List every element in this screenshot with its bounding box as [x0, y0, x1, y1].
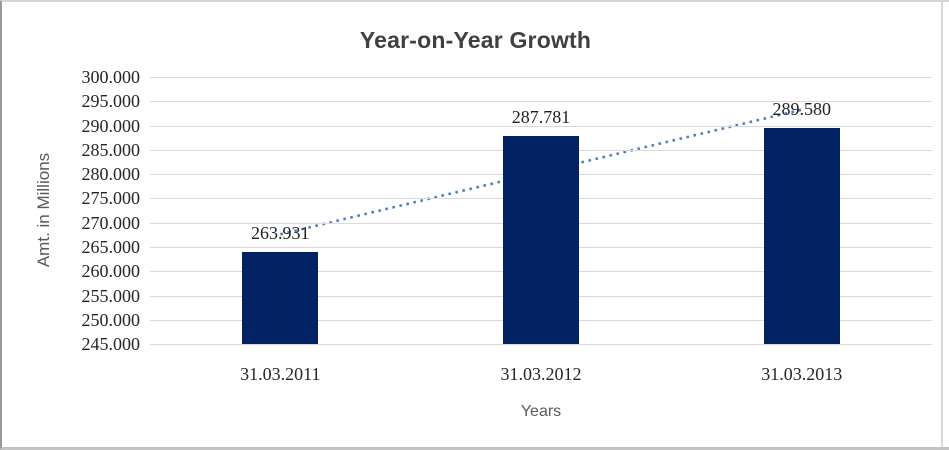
bar	[763, 127, 840, 344]
gridline	[150, 125, 932, 127]
y-tick-label: 295.000	[81, 91, 141, 112]
y-tick-label: 265.000	[81, 236, 141, 257]
x-tick-label: 31.03.2012	[500, 364, 582, 384]
y-tick-label: 255.000	[81, 285, 141, 306]
y-tick-label: 300.000	[81, 67, 141, 87]
y-tick-label: 275.000	[81, 188, 141, 209]
y-tick-label: 250.000	[81, 309, 141, 330]
data-label: 287.781	[511, 107, 571, 128]
x-tick-label: 31.03.2011	[240, 364, 321, 384]
data-label: 263.931	[251, 223, 310, 244]
y-tick-label: 280.000	[81, 164, 141, 185]
y-tick-label: 245.000	[81, 334, 141, 354]
bar	[242, 252, 319, 344]
bar	[503, 136, 579, 344]
y-tick-label: 290.000	[81, 115, 141, 136]
data-label: 289.580	[772, 98, 831, 119]
y-tick-label: 270.000	[81, 212, 141, 233]
gridline	[150, 344, 932, 345]
x-axis-title: Years	[520, 403, 562, 420]
chart-right-border	[941, 2, 943, 447]
y-tick-label: 260.000	[81, 261, 141, 282]
y-tick-label: 285.000	[81, 139, 141, 160]
gridline	[150, 101, 932, 103]
gridline	[150, 77, 932, 78]
x-tick-label: 31.03.2013	[761, 364, 843, 384]
chart-title: Year-on-Year Growth	[359, 27, 592, 53]
